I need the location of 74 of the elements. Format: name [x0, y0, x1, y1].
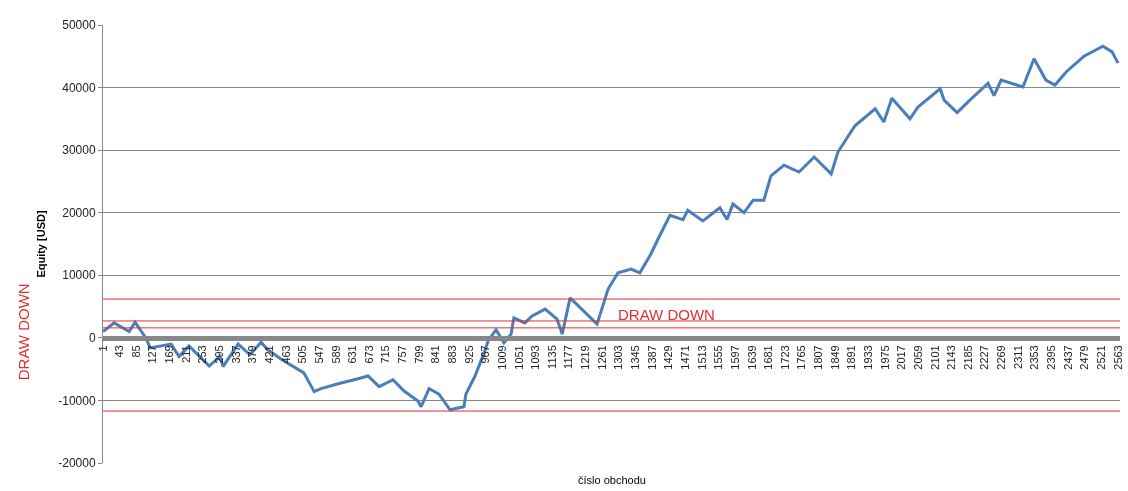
x-tick-label: 841 — [429, 345, 442, 364]
x-tick-label: 1009 — [495, 345, 508, 370]
x-tick-label: 127 — [146, 345, 159, 364]
x-tick-label: 505 — [296, 345, 309, 364]
x-tick-label: 2563 — [1111, 345, 1124, 370]
y-tick-label: -10000 — [58, 393, 96, 408]
x-tick-label: 2143 — [945, 345, 958, 370]
x-tick-label: 1849 — [828, 345, 841, 370]
x-tick-label: 1051 — [512, 345, 525, 370]
x-tick-label: 2437 — [1061, 345, 1074, 370]
x-tick-label: 1933 — [861, 345, 874, 370]
annotation: DRAW DOWN — [618, 306, 715, 323]
x-tick-label: 967 — [479, 345, 492, 364]
x-tick-label: 589 — [329, 345, 342, 364]
x-tick-label: 295 — [213, 345, 226, 364]
x-tick-label: 2521 — [1094, 345, 1107, 370]
x-tick-label: 1429 — [662, 345, 675, 370]
x-tick-label: 421 — [262, 345, 275, 364]
x-tick-label: 1135 — [545, 345, 558, 369]
x-tick-label: 2269 — [995, 345, 1008, 370]
x-tick-label: 379 — [246, 345, 259, 364]
x-tick-label: 1345 — [629, 345, 642, 370]
x-tick-label: 2185 — [961, 345, 974, 370]
x-tick-label: 631 — [346, 345, 359, 364]
y-tick-label: 40000 — [62, 80, 96, 95]
x-axis-title: číslo obchodu — [578, 474, 646, 486]
x-tick-label: 253 — [196, 345, 209, 364]
x-tick-label: 1219 — [579, 345, 592, 370]
y-axis-title: Equity [USD] — [34, 210, 47, 278]
x-tick-label: 2311 — [1011, 345, 1024, 369]
x-tick-label: 463 — [279, 345, 292, 364]
x-tick-label: 925 — [462, 345, 475, 364]
x-tick-label: 757 — [396, 345, 409, 364]
x-tick-label: 2227 — [978, 345, 991, 370]
y-tick-label: 50000 — [62, 18, 96, 33]
x-tick-label: 1093 — [529, 345, 542, 370]
y-tick-label: 20000 — [62, 205, 96, 220]
x-tick-label: 337 — [229, 345, 242, 364]
y-tick-label: -20000 — [58, 456, 96, 471]
x-tick-label: 1765 — [795, 345, 808, 370]
x-tick-label: 715 — [379, 345, 392, 364]
x-tick-label: 1639 — [745, 345, 758, 370]
x-tick-label: 2059 — [911, 345, 924, 370]
text: DRAW DOWN — [15, 283, 33, 381]
x-tick-label: 1681 — [762, 345, 775, 370]
x-tick-label: 1471 — [678, 345, 691, 370]
x-tick-label: 1555 — [712, 345, 725, 370]
x-tick-label: 1387 — [645, 345, 658, 370]
y-tick-label: 30000 — [62, 143, 96, 158]
x-tick-label: 85 — [129, 345, 142, 358]
x-tick-label: 2353 — [1028, 345, 1041, 370]
y-tick-label: 0 — [88, 331, 96, 346]
x-tick-label: 547 — [312, 345, 325, 364]
x-tick-label: 1 — [96, 345, 109, 352]
x-tick-label: 1975 — [878, 345, 891, 370]
x-tick-label: 1891 — [845, 345, 858, 370]
x-tick-label: 1513 — [695, 345, 708, 370]
x-tick-label: 169 — [163, 345, 176, 364]
y-tick-label: 10000 — [62, 268, 96, 283]
x-tick-label: 43 — [113, 345, 126, 358]
x-tick-label: 673 — [362, 345, 375, 364]
x-tick-label: 1597 — [728, 345, 741, 370]
x-tick-label: 2479 — [1078, 345, 1091, 370]
x-tick-label: 1723 — [778, 345, 791, 370]
x-tick-label: 883 — [446, 345, 459, 364]
x-tick-label: 211 — [179, 345, 192, 363]
x-tick-label: 2101 — [928, 345, 941, 370]
x-tick-label: 2017 — [895, 345, 908, 370]
x-tick-label: 1177 — [562, 345, 575, 369]
x-tick-label: 1261 — [595, 345, 608, 370]
x-tick-label: 1303 — [612, 345, 625, 370]
x-tick-label: 2395 — [1045, 345, 1058, 370]
x-tick-label: 1807 — [812, 345, 825, 370]
x-tick-label: 799 — [412, 345, 425, 364]
